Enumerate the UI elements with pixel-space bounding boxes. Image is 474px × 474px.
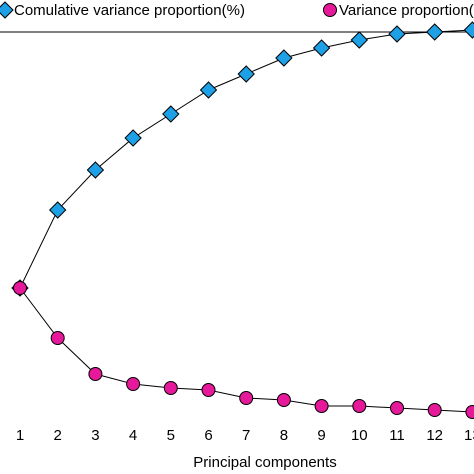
- circle-marker: [163, 381, 178, 395]
- circle-marker: [239, 391, 254, 405]
- diamond-marker: [425, 23, 444, 41]
- circle-marker: [352, 399, 367, 413]
- diamond-marker: [350, 31, 369, 49]
- x-tick-label: 5: [167, 427, 175, 444]
- diamond-marker: [463, 21, 474, 39]
- x-tick-label: 6: [204, 427, 212, 444]
- diamond-marker: [86, 161, 105, 179]
- x-tick-label: 3: [91, 427, 99, 444]
- circle-marker: [276, 393, 291, 407]
- x-tick-label: 11: [389, 427, 405, 444]
- x-tick-label: 4: [129, 427, 137, 444]
- circle-marker: [13, 281, 27, 295]
- circle-marker: [427, 403, 442, 417]
- x-tick-label: 1: [16, 427, 24, 444]
- diamond-marker: [162, 105, 180, 123]
- legend-label: Comulative variance proportion(%): [14, 2, 245, 19]
- diamond-marker: [275, 49, 293, 67]
- circle-marker: [126, 377, 141, 391]
- x-tick-label: 13: [464, 427, 474, 444]
- x-tick-label: 12: [426, 427, 443, 444]
- x-tick-label: 2: [54, 427, 62, 444]
- diamond-marker: [0, 1, 14, 19]
- diamond-marker: [312, 39, 331, 57]
- circle-marker: [314, 399, 329, 413]
- diamond-marker: [388, 25, 406, 43]
- circle-marker: [201, 383, 216, 397]
- circle-marker: [323, 3, 337, 17]
- x-tick-label: 8: [280, 427, 288, 444]
- legend-label: Variance proportion(%): [339, 2, 474, 19]
- circle-marker: [88, 367, 103, 381]
- circle-marker: [50, 331, 65, 345]
- diamond-marker: [199, 81, 218, 99]
- circle-marker: [465, 405, 474, 419]
- diamond-marker: [48, 201, 67, 219]
- x-axis-label: Principal components: [193, 454, 336, 471]
- diamond-marker: [237, 65, 255, 83]
- circle-marker: [390, 401, 404, 415]
- x-tick-label: 10: [351, 427, 368, 444]
- diamond-marker: [124, 129, 142, 147]
- x-tick-label: 7: [242, 427, 250, 444]
- x-tick-label: 9: [317, 427, 325, 444]
